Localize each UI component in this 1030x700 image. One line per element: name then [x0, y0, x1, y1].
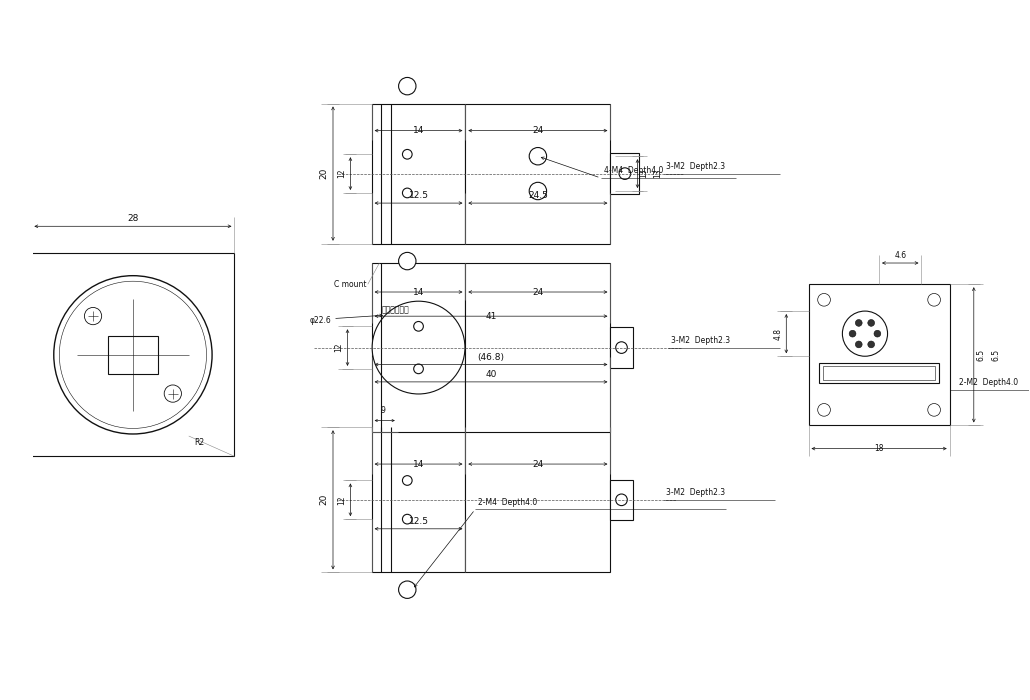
Circle shape [84, 307, 102, 325]
Bar [819, 363, 939, 383]
Bar [372, 104, 466, 244]
Text: C mount: C mount [335, 280, 367, 289]
Circle shape [868, 319, 874, 326]
Circle shape [529, 182, 547, 199]
Bar [466, 427, 611, 573]
Text: 14: 14 [413, 288, 424, 297]
Text: 6.5: 6.5 [992, 349, 1001, 361]
Circle shape [868, 341, 874, 348]
Circle shape [616, 494, 627, 505]
Text: 4-M4  Depth4.0: 4-M4 Depth4.0 [604, 166, 663, 175]
Bar [372, 263, 466, 432]
Text: (46.8): (46.8) [478, 353, 505, 362]
Circle shape [399, 78, 416, 94]
Text: 28: 28 [128, 214, 139, 223]
Text: 12: 12 [338, 169, 346, 178]
Circle shape [616, 342, 627, 354]
Circle shape [399, 253, 416, 270]
Text: 3-M2  Depth2.3: 3-M2 Depth2.3 [666, 162, 725, 171]
Circle shape [619, 168, 630, 179]
Text: 12: 12 [338, 495, 346, 505]
Bar [372, 427, 466, 573]
Text: φ22.6: φ22.6 [309, 316, 331, 325]
Bar [32, 253, 235, 456]
Text: 18: 18 [874, 444, 884, 454]
Text: 24: 24 [533, 127, 544, 135]
Circle shape [372, 301, 465, 394]
Circle shape [399, 581, 416, 598]
Circle shape [928, 403, 940, 416]
Circle shape [164, 385, 181, 402]
Text: 14: 14 [413, 460, 424, 469]
Text: 3-M2  Depth2.3: 3-M2 Depth2.3 [666, 488, 725, 497]
Bar [107, 335, 159, 374]
Text: 4.6: 4.6 [894, 251, 906, 260]
Text: 4.8: 4.8 [774, 328, 783, 340]
Text: 6.5: 6.5 [976, 349, 986, 361]
Text: 12: 12 [335, 343, 344, 352]
Bar [809, 284, 950, 426]
Bar [823, 366, 935, 380]
Text: 9: 9 [381, 406, 385, 415]
Text: 13: 13 [640, 169, 648, 178]
Text: R2: R2 [194, 438, 204, 447]
Circle shape [849, 330, 856, 337]
Circle shape [403, 149, 412, 159]
Bar [611, 153, 640, 194]
Text: 41: 41 [485, 312, 496, 321]
Text: 2-M2  Depth4.0: 2-M2 Depth4.0 [959, 378, 1019, 387]
Circle shape [399, 401, 416, 419]
Circle shape [818, 403, 830, 416]
Text: 13: 13 [654, 169, 662, 178]
Text: 12.5: 12.5 [409, 191, 428, 200]
Circle shape [529, 148, 547, 165]
Text: 24.5: 24.5 [528, 191, 548, 200]
Text: 12.5: 12.5 [409, 517, 428, 526]
Text: 40: 40 [485, 370, 496, 379]
Circle shape [855, 341, 862, 348]
Text: 24: 24 [533, 288, 544, 297]
Bar [466, 104, 611, 244]
Circle shape [414, 364, 423, 374]
Circle shape [54, 276, 212, 434]
Text: 24: 24 [533, 460, 544, 469]
Circle shape [855, 319, 862, 326]
Bar [466, 263, 611, 432]
Text: 対面回一形状: 対面回一形状 [381, 305, 409, 314]
Circle shape [874, 330, 881, 337]
Bar [611, 480, 632, 520]
Circle shape [403, 514, 412, 524]
Text: 14: 14 [413, 127, 424, 135]
Text: 3-M2  Depth2.3: 3-M2 Depth2.3 [672, 336, 730, 344]
Text: 20: 20 [319, 494, 329, 505]
Circle shape [843, 311, 888, 356]
Text: 2-M4  Depth4.0: 2-M4 Depth4.0 [478, 498, 538, 507]
Text: 20: 20 [319, 168, 329, 179]
Circle shape [414, 321, 423, 331]
Circle shape [928, 293, 940, 306]
Circle shape [403, 188, 412, 198]
Circle shape [60, 281, 207, 428]
Circle shape [818, 293, 830, 306]
Bar [611, 328, 632, 368]
Circle shape [403, 475, 412, 485]
